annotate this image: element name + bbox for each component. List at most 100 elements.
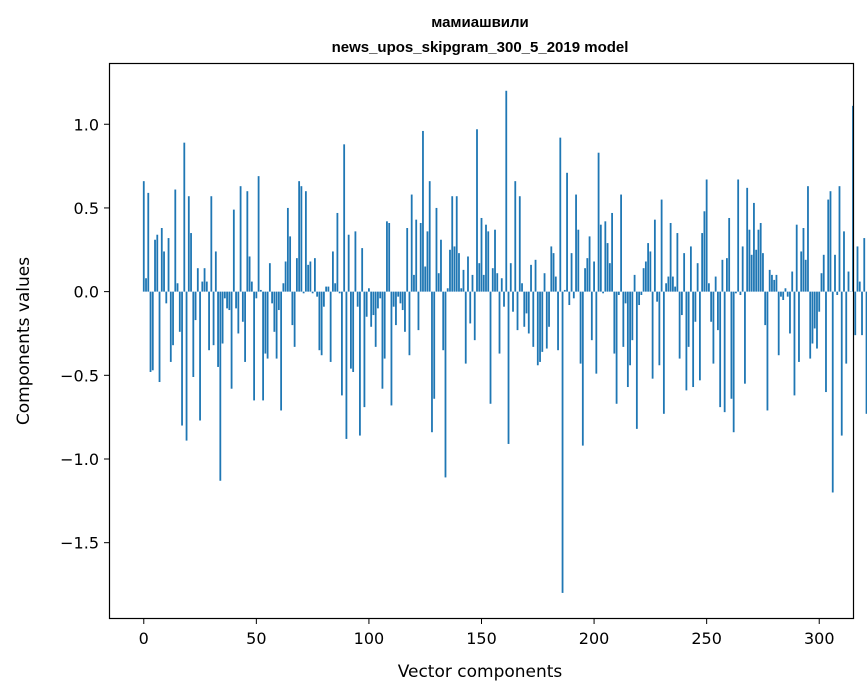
bar-112 [395,291,397,326]
bar-10 [165,291,168,304]
bar-312 [845,291,848,364]
bar-277 [766,291,769,411]
bar-23 [194,291,197,321]
bar-64 [286,207,289,292]
bar-14 [174,189,177,292]
bar-175 [536,291,539,366]
bar-164 [512,291,514,312]
bar-224 [647,243,650,292]
bar-271 [753,202,755,292]
bar-214 [624,291,627,304]
bar-208 [611,212,613,292]
bar-57 [271,291,274,304]
bar-61 [280,291,283,411]
bar-154 [489,291,492,404]
bar-97 [361,248,364,292]
bar-222 [642,268,645,292]
bar-321 [865,291,867,414]
bar-108 [386,221,388,292]
x-tick-label: 0 [139,629,149,648]
bar-115 [401,291,404,311]
bars-group [142,90,867,593]
bar-268 [746,187,749,292]
bar-118 [408,291,411,356]
bar-169 [523,291,526,327]
x-tick-label: 100 [354,629,385,648]
bar-200 [593,261,595,292]
bar-220 [638,291,641,306]
bar-279 [771,274,773,292]
bar-12 [169,291,172,362]
bar-54 [264,291,267,354]
bar-183 [554,276,557,292]
bar-18 [183,142,186,292]
bar-104 [377,291,379,309]
bar-66 [291,291,294,326]
bar-55 [266,291,269,359]
bar-235 [671,276,674,292]
bar-27 [203,268,206,292]
bar-258 [723,291,726,413]
bar-205 [604,221,607,292]
bar-80 [322,291,325,307]
bar-188 [566,172,568,292]
bar-270 [750,254,753,292]
bar-116 [404,291,406,332]
bar-309 [838,186,841,292]
bar-100 [368,288,370,292]
bar-173 [532,291,535,347]
bar-146 [471,274,474,292]
bar-203 [599,224,602,292]
bar-207 [608,263,611,292]
bar-215 [626,291,629,388]
bar-163 [509,263,512,292]
bar-313 [847,271,850,292]
bar-250 [705,179,708,292]
bar-109 [388,223,391,292]
bar-193 [577,229,580,292]
bar-11 [167,238,170,292]
bar-243 [689,246,692,292]
y-tick-label: −0.5 [60,366,99,385]
bar-177 [541,291,544,352]
x-axis-label: Vector components [398,662,563,682]
bar-234 [669,223,672,292]
bar-262 [732,291,735,433]
bar-213 [622,291,625,347]
bar-34 [219,291,222,481]
bar-106 [381,291,384,389]
bar-48 [250,281,253,292]
bar-96 [359,291,361,436]
bar-149 [478,263,481,292]
bar-37 [226,291,228,309]
bar-161 [505,90,508,292]
bar-144 [467,256,469,292]
bar-63 [284,261,287,292]
bar-261 [730,291,733,399]
bar-267 [744,291,746,384]
bar-73 [307,264,310,292]
bar-295 [807,186,809,292]
bar-136 [449,249,451,292]
bar-194 [579,291,582,364]
bar-28 [205,281,208,292]
bar-62 [282,283,285,292]
bar-319 [861,291,863,336]
bar-49 [253,291,255,401]
bar-157 [496,273,499,292]
bar-4 [151,291,154,371]
bar-90 [345,291,348,439]
bar-281 [775,274,778,292]
bar-99 [365,291,368,317]
bar-111 [392,291,395,307]
bar-260 [728,217,731,292]
bar-256 [719,291,722,408]
bar-0 [142,181,145,292]
bar-75 [311,291,314,294]
bar-107 [383,291,386,359]
bar-15 [176,283,179,292]
bar-226 [651,291,654,379]
bar-36 [223,291,226,299]
x-tick-label: 250 [691,629,722,648]
